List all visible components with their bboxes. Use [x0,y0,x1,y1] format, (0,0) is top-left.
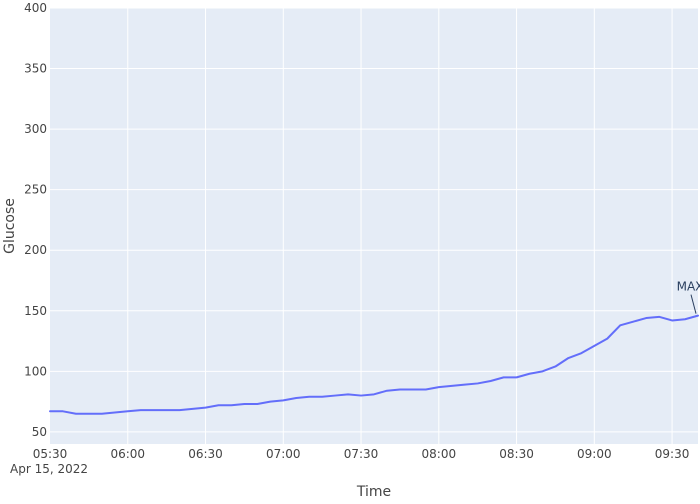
x-tick-label: 09:30 [655,447,690,461]
x-tick-labels: 05:30 06:00 06:30 07:00 07:30 08:00 08:30 09:00… [33,447,690,461]
y-gridlines [50,7,698,433]
x-tick-label: 07:30 [344,447,379,461]
x-gridlines [127,8,673,444]
y-tick-label: 300 [24,122,47,136]
annotation-label: MAX [677,280,700,294]
y-tick-label: 150 [24,304,47,318]
annotation-arrow [690,294,697,314]
x-tick-label: 08:00 [422,447,457,461]
glucose-series-line [49,314,699,415]
plot-area [50,8,698,444]
annotation-layer: MAX [677,280,700,314]
y-tick-label: 200 [24,243,47,257]
x-date-label: Apr 15, 2022 [10,462,88,476]
x-tick-label: 06:30 [188,447,223,461]
x-tick-label: 05:30 [33,447,68,461]
x-tick-label: 07:00 [266,447,301,461]
x-tick-label: 08:30 [499,447,534,461]
y-tick-label: 350 [24,62,47,76]
y-tick-label: 100 [24,364,47,378]
y-axis-title: Glucose [2,198,18,254]
x-axis-title: Time [356,484,391,500]
y-tick-label: 400 [24,1,47,15]
y-tick-labels: 50 100 150 200 250 300 350 400 [24,1,47,439]
series-layer [49,314,699,415]
y-tick-label: 50 [32,425,47,439]
y-tick-label: 250 [24,183,47,197]
x-tick-label: 06:00 [110,447,145,461]
x-tick-label: 09:00 [577,447,612,461]
